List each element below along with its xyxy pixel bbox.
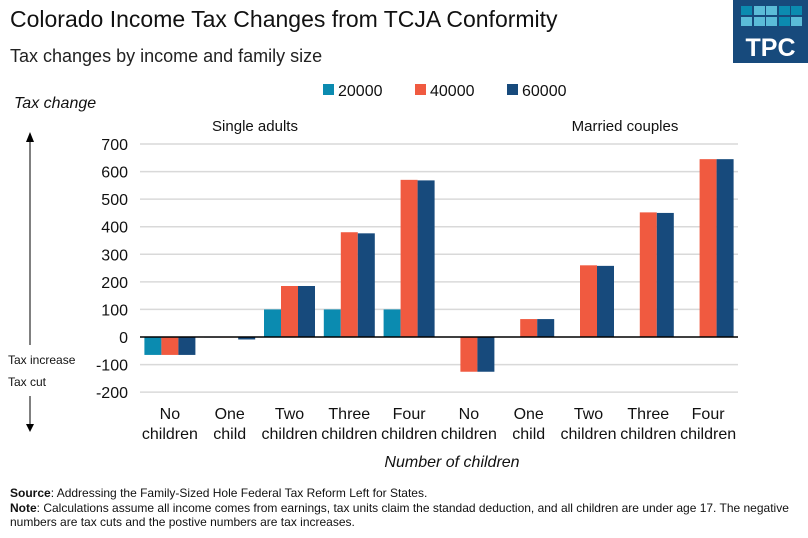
bar-60000 [477, 337, 495, 372]
logo-square [778, 17, 790, 26]
bar-40000 [460, 337, 478, 372]
tax-increase-label: Tax increase [8, 353, 76, 367]
tax-cut-label: Tax cut [8, 375, 47, 389]
bar-40000 [281, 285, 298, 337]
bar-60000 [238, 337, 256, 340]
legend-label: 20000 [338, 83, 383, 100]
x-tick-label: children [321, 426, 377, 443]
bar-60000 [656, 212, 674, 337]
x-tick-label: child [512, 426, 545, 443]
x-tick-label: child [213, 426, 246, 443]
legend-swatch [507, 84, 518, 95]
x-tick-label: No [160, 406, 181, 423]
source-label: Source [10, 486, 51, 500]
x-tick-label: Three [328, 406, 370, 423]
x-tick-label: Four [393, 406, 427, 423]
bar-40000 [161, 337, 179, 355]
bar-chart: -200 -100 0 100 200 300 400 500 600 700 No children… [8, 83, 738, 471]
bar-60000 [298, 285, 315, 337]
x-tick-label: One [514, 406, 544, 423]
logo-square [766, 17, 777, 26]
bar-40000 [400, 179, 418, 337]
logo-square [753, 6, 765, 15]
logo-square [741, 6, 752, 15]
bar-60000 [597, 265, 614, 337]
legend-swatch [323, 84, 334, 95]
footnotes: Source: Addressing the Family-Sized Hole… [10, 486, 800, 530]
logo-square [778, 6, 790, 15]
group-label: Married couples [572, 118, 679, 135]
x-tick-label: No [459, 406, 480, 423]
y-tick-label: 300 [101, 247, 128, 264]
y-tick-label: 600 [101, 165, 128, 182]
logo-square [791, 6, 802, 15]
up-arrow-icon [26, 132, 34, 142]
x-tick-label: children [261, 426, 317, 443]
x-tick-label: Four [692, 406, 726, 423]
x-tick-label: children [680, 426, 736, 443]
down-arrow-icon [26, 424, 34, 432]
y-axis-title: Tax change [14, 95, 96, 112]
x-tick-label: Two [275, 406, 304, 423]
legend-label: 60000 [522, 83, 567, 100]
y-tick-label: -200 [96, 385, 128, 402]
bar-20000 [144, 337, 162, 355]
x-tick-label: children [620, 426, 676, 443]
y-tick-label: 200 [101, 275, 128, 292]
bar-40000 [639, 212, 657, 337]
legend-label: 40000 [430, 83, 475, 100]
x-tick-label: children [381, 426, 437, 443]
bar-60000 [178, 337, 196, 355]
logo-square [766, 6, 777, 15]
y-tick-label: 0 [119, 330, 128, 347]
logo-square [741, 17, 752, 26]
y-tick-label: -100 [96, 358, 128, 375]
y-tick-label: 500 [101, 192, 128, 209]
group-label: Single adults [212, 118, 298, 135]
chart-subtitle: Tax changes by income and family size [10, 46, 323, 66]
y-tick-label: 400 [101, 220, 128, 237]
x-tick-label: Three [627, 406, 669, 423]
bar-60000 [357, 233, 375, 337]
tpc-logo: TPC [733, 0, 808, 63]
bar-60000 [537, 319, 555, 337]
bar-20000 [383, 309, 401, 337]
x-tick-label: children [441, 426, 497, 443]
y-tick-label: 100 [101, 302, 128, 319]
x-tick-label: children [560, 426, 616, 443]
bar-40000 [520, 319, 538, 337]
x-tick-label: Two [574, 406, 603, 423]
bar-40000 [580, 265, 597, 337]
bar-20000 [323, 309, 341, 337]
bar-40000 [699, 159, 717, 337]
x-axis-title: Number of children [384, 454, 519, 471]
legend-swatch [415, 84, 426, 95]
bar-20000 [264, 309, 281, 337]
note-text: : Calculations assume all income comes f… [10, 500, 789, 530]
bar-60000 [716, 159, 734, 337]
source-text: : Addressing the Family-Sized Hole Feder… [50, 486, 428, 500]
bar-40000 [340, 232, 358, 337]
x-tick-label: children [142, 426, 198, 443]
logo-text: TPC [745, 34, 796, 62]
logo-square [753, 17, 765, 26]
bar-60000 [417, 180, 435, 337]
note-label: Note [10, 500, 37, 515]
logo-square [791, 17, 802, 26]
x-tick-label: One [215, 406, 245, 423]
chart-title: Colorado Income Tax Changes from TCJA Co… [10, 6, 558, 32]
y-tick-label: 700 [101, 137, 128, 154]
